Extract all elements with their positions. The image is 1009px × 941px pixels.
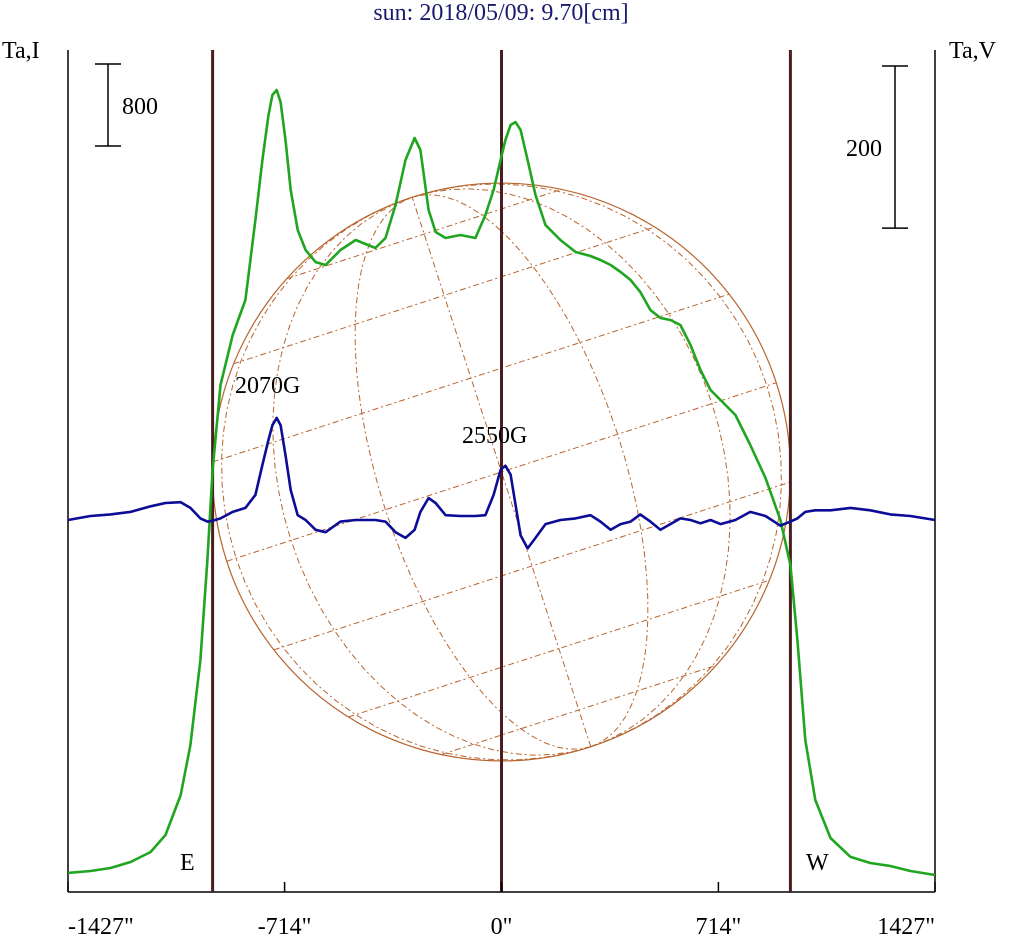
- annotation: 2550G: [462, 423, 527, 449]
- series-line: [67, 416, 936, 550]
- disk-parallel: [286, 188, 562, 280]
- x-tick-label: 714": [696, 914, 742, 940]
- disk-meridian: [221, 196, 591, 761]
- y2-axis-label: Ta,V: [949, 38, 997, 64]
- y-axis-label: Ta,I: [2, 38, 40, 64]
- annotation: W: [806, 850, 829, 876]
- disk-meridian: [412, 194, 649, 748]
- disk-meridian: [354, 196, 591, 750]
- disk-parallel: [226, 382, 777, 562]
- disk-meridian: [411, 197, 592, 747]
- disk-meridian: [412, 183, 782, 748]
- disk-parallel: [348, 579, 770, 718]
- disk-meridian: [412, 188, 731, 748]
- x-tick-label: -1427": [68, 914, 134, 940]
- solar-disk: [212, 182, 791, 762]
- annotation: E: [180, 850, 195, 876]
- x-tick-label: 0": [491, 914, 513, 940]
- scale-bar-label: 800: [122, 94, 158, 120]
- series-line: [67, 88, 936, 877]
- annotation: 2070G: [235, 373, 300, 399]
- x-tick-label: 1427": [877, 914, 935, 940]
- x-tick-label: -714": [258, 914, 312, 940]
- disk-parallel: [273, 481, 791, 651]
- disk-parallel: [233, 226, 655, 365]
- chart-title: sun: 2018/05/09: 9.70[cm]: [373, 0, 628, 26]
- disk-meridian: [272, 196, 591, 756]
- scale-bar-label: 200: [846, 136, 882, 162]
